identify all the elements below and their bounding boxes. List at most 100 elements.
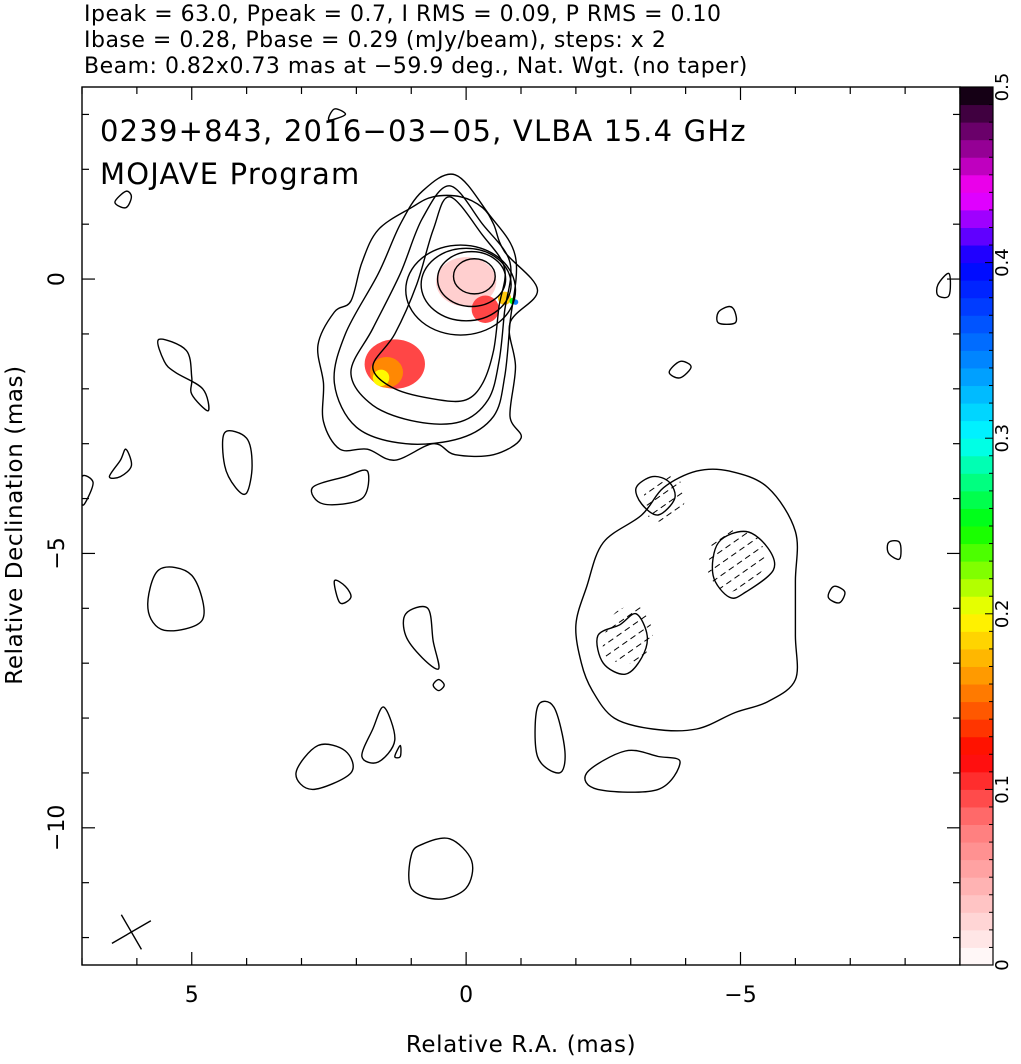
contour-line xyxy=(935,272,952,299)
colorbar-segment xyxy=(960,736,993,755)
colorbar-segment xyxy=(960,789,993,808)
colorbar-segment xyxy=(960,174,993,193)
colorbar-segment xyxy=(960,912,993,931)
colorbar-segment xyxy=(960,227,993,246)
y-tick-label: −5 xyxy=(45,537,70,569)
contour-line xyxy=(575,468,799,732)
colorbar-segment xyxy=(960,684,993,703)
pol-blob xyxy=(471,295,500,323)
contour-line xyxy=(114,190,133,209)
colorbar-segment xyxy=(960,526,993,545)
colorbar-segment xyxy=(960,929,993,948)
contour-line xyxy=(147,566,205,632)
contour-line xyxy=(402,605,440,670)
contour-line xyxy=(316,194,539,461)
colorbar-segment xyxy=(960,350,993,369)
colorbar-segment xyxy=(960,280,993,299)
x-tick-label: 0 xyxy=(459,983,473,1008)
x-tick-label: 5 xyxy=(185,983,199,1008)
colorbar-segment xyxy=(960,771,993,790)
header-line-3: Beam: 0.82x0.73 mas at −59.9 deg., Nat. … xyxy=(84,54,748,79)
contour-line xyxy=(361,706,396,764)
colorbar-segment xyxy=(960,666,993,685)
colorbar-segment xyxy=(960,824,993,843)
contour-line xyxy=(534,700,566,774)
core-contour xyxy=(420,247,512,322)
colorbar-tick-label: 0.4 xyxy=(992,248,1013,277)
colorbar-tick-label: 0.1 xyxy=(992,775,1013,804)
colorbar-segment xyxy=(960,859,993,878)
colorbar: 0 0.1 0.2 0.3 0.4 0.5 xyxy=(959,73,1013,971)
colorbar-segment xyxy=(960,297,993,316)
colorbar-segment xyxy=(960,332,993,351)
contour-line xyxy=(157,338,210,412)
contour-line xyxy=(827,585,846,604)
core-contour xyxy=(405,244,517,336)
colorbar-segment xyxy=(960,104,993,123)
negative-contour xyxy=(707,529,765,592)
contour-line xyxy=(333,173,518,445)
colorbar-segment xyxy=(960,438,993,457)
contour-line xyxy=(350,185,512,425)
colorbar-segment xyxy=(960,262,993,281)
colorbar-segment xyxy=(960,842,993,861)
colorbar-segment xyxy=(960,543,993,562)
contour-line xyxy=(327,108,347,121)
colorbar-segment xyxy=(960,947,993,966)
colorbar-segment xyxy=(960,473,993,492)
contour-line xyxy=(432,678,445,692)
x-axis-label: Relative R.A. (mas) xyxy=(406,1032,636,1058)
x-tick-label: −5 xyxy=(724,983,756,1008)
colorbar-segment xyxy=(960,719,993,738)
y-tick-label: 0 xyxy=(45,272,70,286)
core-contour xyxy=(452,258,496,295)
colorbar-segment xyxy=(960,455,993,474)
contour-line xyxy=(668,360,692,379)
header-line-2: Ibase = 0.28, Pbase = 0.29 (mJy/beam), s… xyxy=(84,28,666,53)
colorbar-segment xyxy=(960,578,993,597)
colorbar-segment xyxy=(960,561,993,580)
colorbar-segment xyxy=(960,385,993,404)
colorbar-segment xyxy=(960,596,993,615)
contour-line xyxy=(886,540,902,561)
colorbar-segment xyxy=(960,631,993,650)
contour-line xyxy=(295,743,354,791)
colorbar-segment xyxy=(960,403,993,422)
contour-line xyxy=(394,744,402,759)
contour-line xyxy=(108,448,133,480)
program-label: MOJAVE Program xyxy=(100,157,360,191)
colorbar-segment xyxy=(960,508,993,527)
colorbar-segment xyxy=(960,192,993,211)
contour-line xyxy=(584,749,681,793)
colorbar-tick-label: 0.5 xyxy=(992,73,1013,102)
contour-line xyxy=(333,579,352,605)
colorbar-segment xyxy=(960,613,993,632)
contour-line xyxy=(310,469,370,506)
colorbar-segment xyxy=(960,209,993,228)
colorbar-segment xyxy=(960,87,993,106)
colorbar-segment xyxy=(960,367,993,387)
y-axis-label: Relative Declination (mas) xyxy=(2,365,28,684)
colorbar-segment xyxy=(960,420,993,439)
plot-area xyxy=(82,108,952,900)
contour-line xyxy=(716,305,738,326)
source-label: 0239+843, 2016−03−05, VLBA 15.4 GHz xyxy=(100,114,747,148)
colorbar-tick-label: 0.2 xyxy=(992,599,1013,628)
contour-line xyxy=(221,430,253,496)
colorbar-segment xyxy=(960,648,993,667)
plot-frame xyxy=(81,86,961,966)
core-contour xyxy=(436,250,507,308)
colorbar-segment xyxy=(960,754,993,773)
contour-line xyxy=(82,474,94,506)
beam-minor-axis xyxy=(120,914,143,950)
negative-contour xyxy=(644,475,686,522)
negative-contour xyxy=(602,606,654,664)
colorbar-tick-label: 0.3 xyxy=(992,424,1013,453)
header-line-1: Ipeak = 63.0, Ppeak = 0.7, I RMS = 0.09,… xyxy=(84,2,721,27)
y-tick-label: −10 xyxy=(45,805,70,851)
colorbar-segment xyxy=(960,877,993,896)
colorbar-segment xyxy=(960,157,993,176)
colorbar-segment xyxy=(960,701,993,720)
colorbar-segment xyxy=(960,894,993,913)
